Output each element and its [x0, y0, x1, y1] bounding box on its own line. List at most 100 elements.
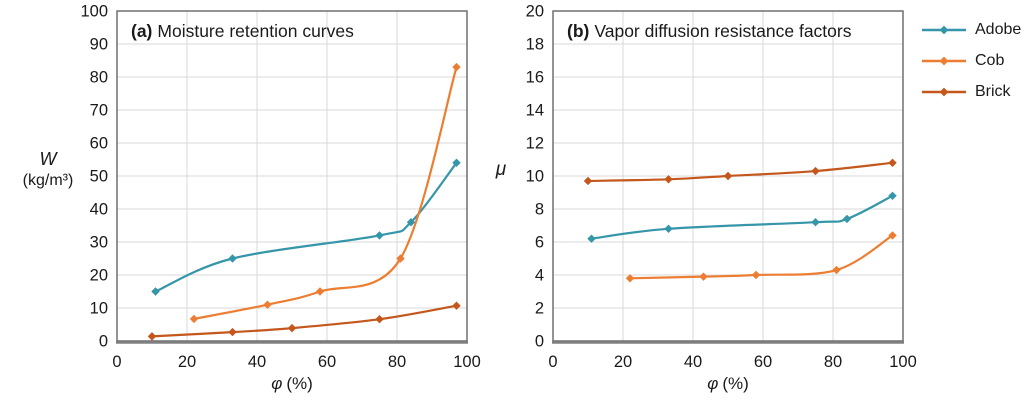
- cob-marker: [832, 265, 841, 275]
- tick-label: 90: [90, 36, 108, 54]
- x-axis-unit: (%): [286, 374, 313, 393]
- cob-marker: [396, 254, 405, 263]
- legend-line-marker-icon: [922, 56, 966, 65]
- panel-b-x-axis-label: φ (%): [553, 374, 903, 394]
- panel-b-title-text: Vapor diffusion resistance factors: [594, 21, 852, 41]
- adobe-marker: [228, 254, 237, 263]
- legend-label: Cob: [975, 51, 1005, 69]
- tick-label: 10: [90, 300, 108, 318]
- x-axis-symbol: φ: [271, 374, 283, 393]
- brick-marker: [811, 166, 820, 176]
- tick-label: 16: [526, 69, 544, 87]
- tick-label: 80: [90, 69, 108, 87]
- tick-label: 60: [90, 135, 108, 153]
- legend-line-marker-icon: [922, 25, 966, 34]
- cob-marker: [263, 300, 272, 309]
- brick-marker: [452, 301, 461, 310]
- plot-border: [552, 10, 904, 342]
- panel-b-title: (b) Vapor diffusion resistance factors: [567, 21, 852, 42]
- adobe-marker: [842, 214, 852, 224]
- brick-marker: [287, 323, 297, 333]
- panel-b-chart: 0 2 4 6 8 10 12 14 16 18 20 0 20 40 60 80 100: [526, 3, 917, 372]
- legend-label: Adobe: [975, 20, 1022, 38]
- tick-label: 100: [889, 353, 917, 371]
- legend-label: Brick: [975, 82, 1011, 100]
- y-axis-symbol: W: [39, 149, 57, 169]
- cob-marker: [888, 231, 897, 240]
- x-axis-unit: (%): [722, 374, 749, 393]
- tick-label: 8: [535, 201, 544, 219]
- y-axis-unit: (kg/m³): [22, 171, 74, 189]
- adobe-marker: [888, 191, 897, 200]
- brick-line: [150, 304, 458, 338]
- tick-label: 0: [548, 353, 557, 371]
- adobe-marker: [375, 231, 384, 240]
- panel-a-title: (a) Moisture retention curves: [131, 21, 354, 42]
- tick-label: 100: [80, 3, 108, 21]
- adobe-marker: [406, 218, 416, 227]
- panel-b-y-axis-label: μ: [495, 159, 507, 180]
- tick-label: 6: [535, 234, 544, 252]
- adobe-marker: [452, 158, 461, 167]
- plot-border: [116, 10, 468, 342]
- tick-label: 2: [535, 300, 544, 318]
- cob-marker: [315, 287, 325, 296]
- brick-marker: [664, 175, 673, 184]
- panel-a-y-axis-label: W (kg/m³): [0, 148, 96, 191]
- tick-label: 18: [526, 36, 544, 54]
- tick-label: 40: [90, 201, 108, 219]
- panel-a-label: (a): [131, 21, 153, 41]
- cob-line: [192, 66, 458, 320]
- tick-label: 30: [90, 234, 108, 252]
- legend: Adobe Cob Brick: [921, 14, 1021, 107]
- brick-line: [586, 161, 894, 183]
- tick-label: 20: [614, 353, 632, 371]
- tick-label: 40: [248, 353, 266, 371]
- legend-item-adobe: Adobe: [921, 14, 1021, 45]
- tick-label: 80: [824, 353, 842, 371]
- cob-marker: [625, 274, 635, 283]
- brick-marker: [888, 158, 897, 167]
- adobe-marker: [811, 218, 820, 227]
- cob-marker: [452, 62, 461, 72]
- tick-label: 60: [318, 353, 336, 371]
- x-axis-symbol: φ: [707, 374, 719, 393]
- cob-marker: [189, 314, 199, 324]
- brick-marker: [375, 315, 384, 324]
- brick-marker: [583, 176, 593, 186]
- legend-line-marker-icon: [922, 87, 966, 96]
- legend-item-cob: Cob: [921, 45, 1021, 76]
- adobe-marker: [664, 224, 673, 233]
- tick-label: 70: [90, 102, 108, 120]
- legend-item-brick: Brick: [921, 76, 1021, 107]
- gridlines: [117, 10, 468, 341]
- panel-a-title-text: Moisture retention curves: [157, 21, 354, 41]
- tick-label: 20: [526, 3, 544, 21]
- brick-marker: [228, 327, 237, 337]
- adobe-line: [154, 161, 458, 293]
- cob-marker: [751, 270, 761, 280]
- tick-label: 12: [526, 135, 544, 153]
- tick-label: 20: [90, 267, 108, 285]
- tick-label: 80: [388, 353, 406, 371]
- tick-label: 50: [90, 168, 108, 186]
- tick-label: 60: [754, 353, 772, 371]
- panel-a-chart: 0 10 20 30 40 50 60 70 80 90 100 0 20 40 60 80 100: [80, 3, 481, 372]
- tick-label: 40: [684, 353, 702, 371]
- adobe-marker: [151, 287, 160, 296]
- tick-label: 0: [535, 333, 544, 351]
- adobe-marker: [587, 234, 596, 243]
- cob-marker: [699, 272, 708, 281]
- tick-label: 4: [535, 267, 544, 285]
- tick-label: 0: [99, 333, 108, 351]
- panel-b-label: (b): [567, 21, 590, 41]
- tick-label: 0: [112, 353, 121, 371]
- brick-marker: [147, 332, 157, 341]
- panel-a-x-axis-label: φ (%): [117, 374, 467, 394]
- tick-label: 14: [526, 102, 544, 120]
- tick-label: 100: [453, 353, 481, 371]
- brick-marker: [723, 171, 733, 181]
- adobe-line: [590, 194, 894, 240]
- tick-label: 20: [178, 353, 196, 371]
